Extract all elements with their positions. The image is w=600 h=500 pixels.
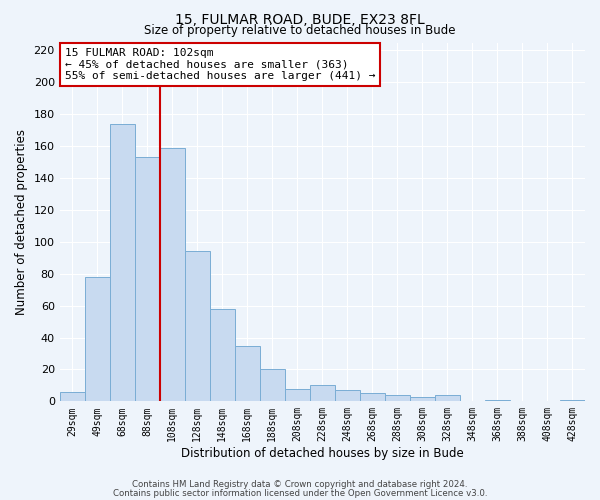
Bar	[335, 390, 360, 402]
Bar	[59, 392, 85, 402]
Bar	[410, 396, 435, 402]
Bar	[485, 400, 510, 402]
Bar	[560, 400, 585, 402]
Text: Contains HM Land Registry data © Crown copyright and database right 2024.: Contains HM Land Registry data © Crown c…	[132, 480, 468, 489]
Text: 15, FULMAR ROAD, BUDE, EX23 8FL: 15, FULMAR ROAD, BUDE, EX23 8FL	[175, 12, 425, 26]
Bar	[310, 386, 335, 402]
Bar	[385, 395, 410, 402]
Bar	[185, 252, 210, 402]
Bar	[435, 395, 460, 402]
Bar	[135, 158, 160, 402]
Text: Contains public sector information licensed under the Open Government Licence v3: Contains public sector information licen…	[113, 488, 487, 498]
Bar	[160, 148, 185, 402]
Bar	[85, 277, 110, 402]
Bar	[360, 394, 385, 402]
Bar	[210, 309, 235, 402]
X-axis label: Distribution of detached houses by size in Bude: Distribution of detached houses by size …	[181, 447, 464, 460]
Bar	[285, 388, 310, 402]
Bar	[110, 124, 135, 402]
Text: Size of property relative to detached houses in Bude: Size of property relative to detached ho…	[144, 24, 456, 37]
Bar	[235, 346, 260, 402]
Bar	[260, 370, 285, 402]
Text: 15 FULMAR ROAD: 102sqm
← 45% of detached houses are smaller (363)
55% of semi-de: 15 FULMAR ROAD: 102sqm ← 45% of detached…	[65, 48, 376, 81]
Y-axis label: Number of detached properties: Number of detached properties	[15, 129, 28, 315]
